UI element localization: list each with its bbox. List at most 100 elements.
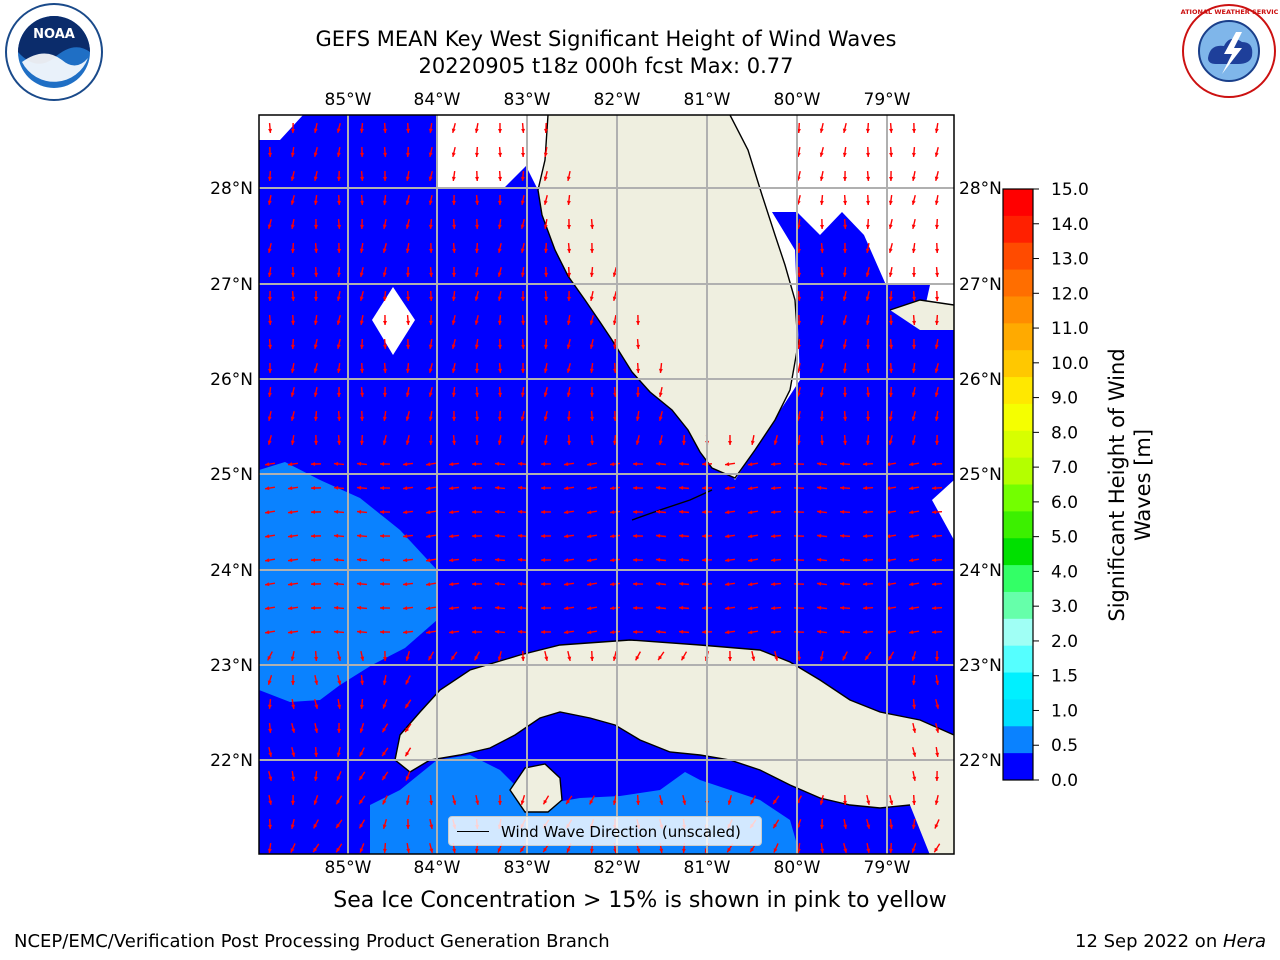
- wind-arrow: [268, 362, 273, 374]
- wind-arrow: [474, 290, 479, 302]
- wind-arrow: [865, 122, 870, 134]
- wind-arrow: [429, 242, 434, 254]
- wind-arrow: [451, 386, 456, 398]
- wind-arrow: [336, 146, 341, 158]
- wind-arrow: [931, 582, 943, 587]
- wind-arrow: [268, 746, 273, 758]
- wind-arrow: [358, 795, 366, 805]
- wind-arrow: [451, 122, 456, 134]
- wind-arrow: [402, 582, 414, 587]
- wind-arrow: [291, 722, 296, 734]
- wind-arrow: [425, 630, 437, 635]
- chart-subtitle: 20220905 t18z 000h fcst Max: 0.77: [418, 54, 794, 78]
- wind-arrow: [359, 434, 364, 446]
- wind-arrow: [336, 722, 341, 734]
- wind-arrow: [290, 146, 295, 158]
- wind-arrow: [382, 194, 387, 206]
- wind-arrow: [333, 629, 345, 634]
- wind-arrow: [819, 410, 824, 422]
- wind-arrow: [291, 770, 296, 782]
- lon-label-bottom: 85°W: [325, 858, 372, 878]
- wind-arrow: [609, 462, 621, 467]
- wind-arrow: [287, 558, 299, 563]
- wind-arrow: [337, 218, 342, 230]
- wind-arrow: [337, 650, 342, 662]
- wind-arrow: [360, 386, 365, 398]
- wind-arrow: [383, 314, 388, 326]
- wind-arrow: [333, 533, 345, 538]
- colorbar-segment: [1003, 350, 1033, 378]
- colorbar-tick-label: 13.0: [1051, 250, 1089, 270]
- wind-arrow: [609, 582, 621, 587]
- wind-arrow: [567, 434, 572, 446]
- wind-arrow: [405, 266, 410, 278]
- wind-arrow: [678, 461, 690, 466]
- wind-arrow: [451, 290, 456, 302]
- wind-arrow: [290, 818, 295, 830]
- colorbar-segment: [1003, 618, 1033, 647]
- wind-arrow: [747, 486, 759, 491]
- lat-label-left: 28°N: [210, 179, 253, 199]
- wind-arrow: [360, 650, 365, 662]
- wind-arrow: [452, 410, 457, 422]
- wind-arrow: [313, 290, 318, 302]
- wind-arrow: [543, 338, 548, 350]
- wind-arrow: [635, 386, 640, 398]
- wind-arrow: [797, 266, 802, 278]
- colorbar-segment: [1003, 484, 1033, 512]
- wind-arrow: [635, 410, 640, 422]
- wind-arrow: [264, 630, 276, 635]
- wind-arrow: [290, 122, 295, 134]
- wind-arrow: [268, 722, 273, 734]
- wind-arrow: [335, 819, 343, 829]
- svg-text:NOAA: NOAA: [33, 27, 75, 42]
- wind-arrow: [448, 630, 460, 635]
- noaa-logo: NOAA: [4, 2, 104, 102]
- lon-label-bottom: 82°W: [594, 858, 641, 878]
- wind-arrow: [452, 434, 457, 446]
- lat-label-left: 26°N: [210, 370, 253, 390]
- lat-label-left: 24°N: [210, 561, 253, 581]
- wind-arrow: [314, 434, 319, 446]
- wind-arrow: [862, 558, 874, 563]
- wind-arrow: [337, 410, 342, 422]
- wind-arrow: [287, 510, 299, 515]
- wind-arrow: [336, 290, 341, 302]
- wind-arrow: [314, 722, 319, 734]
- wind-arrow: [934, 386, 939, 398]
- wind-arrow: [497, 434, 502, 446]
- wind-arrow: [839, 557, 851, 562]
- wind-arrow: [359, 338, 364, 350]
- wind-arrow: [934, 362, 939, 374]
- colorbar-tick-label: 7.0: [1051, 458, 1078, 478]
- wind-arrow: [749, 795, 757, 805]
- wind-arrow: [337, 242, 342, 254]
- wind-arrow: [405, 194, 410, 206]
- wind-arrow: [520, 194, 525, 206]
- wind-arrow: [839, 533, 851, 538]
- wind-arrow: [933, 843, 941, 853]
- wind-arrow: [379, 581, 391, 586]
- wind-arrow: [314, 218, 319, 230]
- wind-arrow: [382, 218, 387, 230]
- wind-arrow: [268, 338, 273, 350]
- wind-arrow: [590, 242, 595, 254]
- wind-arrow: [475, 194, 480, 206]
- colorbar-segment: [1003, 430, 1033, 459]
- wind-arrow: [934, 146, 939, 158]
- wind-arrow: [563, 606, 575, 611]
- wind-arrow: [632, 581, 644, 586]
- colorbar-tick-label: 4.0: [1051, 562, 1078, 582]
- wind-arrow: [563, 462, 575, 467]
- wind-arrow: [865, 266, 870, 278]
- wind-arrow: [912, 290, 917, 302]
- wind-arrow: [839, 581, 851, 586]
- wind-arrow: [267, 194, 272, 206]
- axis-labels: 85°W 85°W 84°W 84°W 83°W 83°W 82°W 82°W 81°W 81°W…: [210, 90, 1002, 878]
- wind-arrow: [655, 629, 667, 634]
- wind-arrow: [333, 557, 345, 562]
- colorbar-segment: [1003, 699, 1033, 727]
- wind-arrow: [934, 819, 940, 829]
- wind-arrow: [935, 290, 940, 302]
- wind-arrow: [911, 242, 916, 254]
